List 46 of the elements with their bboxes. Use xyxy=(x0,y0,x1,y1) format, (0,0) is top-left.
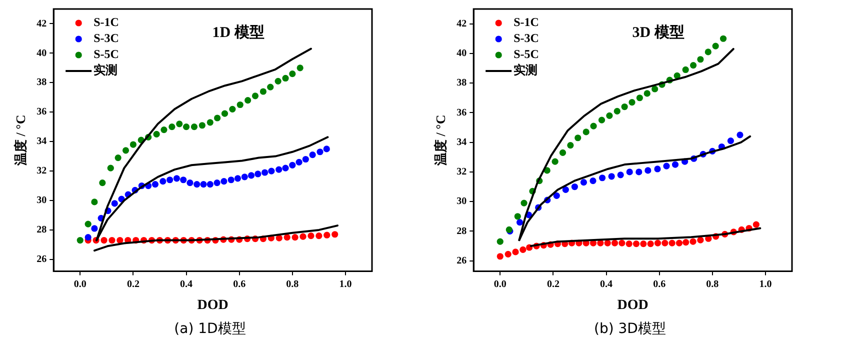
text: 3D 模型 xyxy=(632,24,684,41)
y-tick-label: 36 xyxy=(36,106,47,118)
legend-label: 实测 xyxy=(514,63,538,78)
x-tick-label: 0.4 xyxy=(600,278,613,290)
x-axis-title: DOD xyxy=(197,298,228,314)
y-tick-label: 26 xyxy=(456,255,467,266)
legend-label: S-3C xyxy=(94,31,119,46)
y-tick-label: 36 xyxy=(456,107,467,118)
y-tick-label: 26 xyxy=(36,254,47,265)
y-tick-label: 42 xyxy=(36,18,47,30)
y-tick-label: 40 xyxy=(36,48,47,59)
y-tick-label: 30 xyxy=(456,196,467,208)
y-tick-label: 42 xyxy=(456,18,467,30)
x-tick-label: 0.6 xyxy=(653,278,666,290)
x-tick-label: 1.0 xyxy=(339,278,352,290)
legend-label: 实测 xyxy=(94,63,118,78)
y-tick-label: 28 xyxy=(36,224,47,236)
y-tick-label: 38 xyxy=(456,78,467,89)
y-tick-label: 28 xyxy=(456,226,467,237)
x-tick-label: 0.8 xyxy=(706,278,719,290)
text: (a) 1D模型 xyxy=(173,320,247,338)
legend-label: S-5C xyxy=(514,47,539,62)
legend-label: S-5C xyxy=(94,47,119,62)
y-tick-label: 32 xyxy=(36,166,47,177)
x-tick-label: 0.4 xyxy=(180,278,193,290)
y-axis-title: 温度 / °C xyxy=(433,114,448,166)
y-axis-title: 温度 / °C xyxy=(13,114,28,166)
text: 1D 模型 xyxy=(212,24,264,41)
y-tick-label: 34 xyxy=(456,136,467,148)
x-tick-label: 0.0 xyxy=(494,278,506,290)
legend-label: S-3C xyxy=(514,31,539,46)
y-tick-label: 38 xyxy=(36,77,47,88)
x-tick-label: 0.6 xyxy=(233,278,246,290)
x-tick-label: 0.2 xyxy=(546,278,560,290)
x-tick-label: 0.2 xyxy=(126,278,140,290)
x-axis-title: DOD xyxy=(617,298,648,314)
y-tick-label: 30 xyxy=(36,195,47,206)
legend-label: S-1C xyxy=(514,15,539,30)
y-tick-label: 32 xyxy=(456,166,467,178)
x-tick-label: 0.8 xyxy=(286,278,299,290)
x-tick-label: 0.0 xyxy=(74,278,86,290)
x-tick-label: 1.0 xyxy=(759,278,772,290)
text: (b) 3D模型 xyxy=(593,320,667,338)
legend-label: S-1C xyxy=(94,15,119,30)
y-tick-label: 40 xyxy=(456,48,467,60)
y-tick-label: 34 xyxy=(36,136,47,148)
